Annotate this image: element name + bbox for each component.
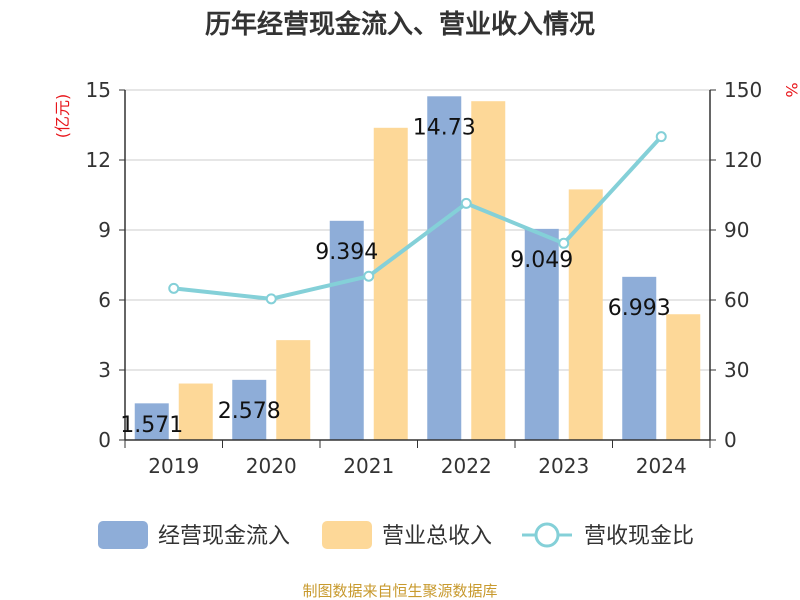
bar-cash-inflow [622,276,657,440]
left-tick-label: 6 [98,288,111,312]
ratio-line [168,131,667,305]
legend-swatch-revenue [322,521,372,549]
ratio-point [168,282,180,294]
legend-swatch-cash-inflow [98,521,148,549]
bar-revenue [568,189,603,440]
left-tick-label: 3 [98,358,111,382]
data-label-cash-inflow: 2.578 [218,399,281,424]
bar-cash-inflow [329,220,364,440]
right-axis-ticks: 0 30 60 90 120 150 [710,78,762,452]
ratio-point [363,270,375,282]
data-label-cash-inflow: 14.73 [413,115,476,140]
bar-revenue [471,101,506,440]
source-note: 制图数据来自恒生聚源数据库 [302,582,497,600]
left-tick-label: 9 [98,218,111,242]
x-tick-label: 2022 [441,454,492,478]
ratio-point [460,197,472,209]
bars [134,96,701,441]
x-tick-label: 2024 [636,454,687,478]
ratio-point [655,131,667,143]
bar-revenue [178,383,213,440]
bar-cash-inflow [134,403,169,440]
legend-marker-ratio [534,522,560,548]
legend: 经营现金流入 营业总收入 营收现金比 [98,521,694,549]
legend-label-cash-inflow: 经营现金流入 [158,524,290,549]
right-axis-unit: % [782,82,800,97]
right-tick-label: 90 [724,218,749,242]
right-tick-label: 150 [724,78,762,102]
ratio-point [265,293,277,305]
bar-revenue [276,340,311,440]
left-tick-label: 0 [98,428,111,452]
ratio-point [558,237,570,249]
left-axis-ticks: 0 3 6 9 12 15 [86,78,125,452]
bar-cash-inflow [232,379,267,440]
x-axis-ticks: 2019 2020 2021 2022 2023 2024 [124,440,711,478]
bar-revenue [373,127,408,441]
right-tick-label: 60 [724,288,749,312]
legend-label-revenue: 营业总收入 [382,524,492,549]
right-tick-label: 0 [724,428,737,452]
x-tick-label: 2023 [538,454,589,478]
right-tick-label: 120 [724,148,762,172]
legend-label-ratio: 营收现金比 [584,524,694,549]
left-axis-unit: (亿元) [53,94,72,139]
ratio-polyline [173,135,663,301]
right-tick-label: 30 [724,358,749,382]
data-label-cash-inflow: 1.571 [120,413,183,438]
x-tick-label: 2021 [343,454,394,478]
left-tick-label: 15 [86,78,111,102]
data-labels: 1.571 2.578 9.394 14.73 9.049 6.993 [120,115,670,438]
data-label-cash-inflow: 9.049 [510,248,573,273]
left-tick-label: 12 [86,148,111,172]
bar-cash-inflow [524,228,559,440]
x-tick-label: 2019 [148,454,199,478]
bar-revenue [666,314,701,440]
gridlines [125,89,710,371]
bar-cash-inflow [427,96,462,441]
chart-title: 历年经营现金流入、营业收入情况 [205,9,595,40]
data-label-cash-inflow: 6.993 [608,296,671,321]
x-tick-label: 2020 [246,454,297,478]
data-label-cash-inflow: 9.394 [315,240,378,265]
